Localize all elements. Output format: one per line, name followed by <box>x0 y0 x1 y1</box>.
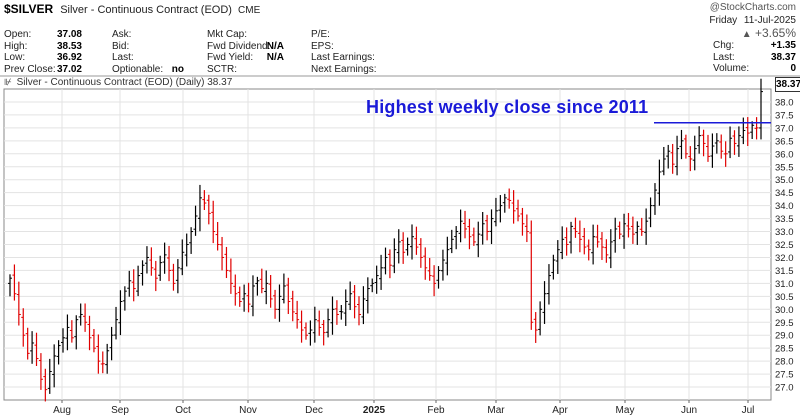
plot-subtitle: ⊮ Silver - Continuous Contract (EOD) (Da… <box>4 77 232 88</box>
col5-label: Volume: <box>713 63 750 74</box>
quote-day: Friday <box>709 15 738 26</box>
quote-date: Friday 11-Jul-2025 <box>709 15 796 26</box>
y-tick-label: 34.5 <box>775 188 794 199</box>
exchange: CME <box>238 5 261 16</box>
col5-value: +1.35 <box>770 40 796 51</box>
col4-label: P/E: <box>311 29 330 40</box>
col2-label: Ask: <box>112 29 132 40</box>
col5-value: 0 <box>790 63 796 74</box>
y-tick-label: 36.5 <box>775 136 794 147</box>
col3-value: N/A <box>266 52 284 63</box>
col3-label: Mkt Cap: <box>207 29 248 40</box>
col5-label: Chg: <box>713 40 735 51</box>
y-tick-label: 34.0 <box>775 201 794 212</box>
x-tick-label: Mar <box>487 405 505 416</box>
y-tick-label: 35.5 <box>775 162 794 173</box>
col3-label: Fwd Dividend: <box>207 40 271 52</box>
y-tick-label: 29.0 <box>775 331 794 342</box>
x-tick-label: Jul <box>742 405 755 416</box>
y-tick-label: 31.0 <box>775 279 794 290</box>
col4-label: EPS: <box>311 40 334 52</box>
annotation-text: Highest weekly close since 2011 <box>366 97 649 117</box>
x-tick-label: Aug <box>53 405 71 416</box>
x-tick-label: Apr <box>552 405 568 416</box>
col3-label: SCTR: <box>207 63 237 75</box>
symbol: $SILVER <box>4 2 54 16</box>
x-tick-label: May <box>616 405 635 416</box>
up-triangle-icon: ▲ <box>741 29 752 40</box>
col2-label: Bid: <box>112 40 130 52</box>
col1-label: Low: <box>4 52 26 63</box>
col2-label: Optionable: <box>112 63 164 75</box>
y-tick-label: 33.0 <box>775 227 794 238</box>
y-tick-label: 27.5 <box>775 370 794 381</box>
col3-label: Fwd Yield: <box>207 52 254 63</box>
col1-label: Open: <box>4 29 32 40</box>
col1-value: 36.92 <box>56 52 82 63</box>
col3-value: N/A <box>266 40 284 52</box>
plot-subtitle-text: Silver - Continuous Contract (EOD) (Dail… <box>16 77 233 88</box>
col1-value: 38.53 <box>56 40 82 52</box>
last-price-label: 38.37 <box>775 77 800 92</box>
change-percent-value: +3.65% <box>754 26 796 40</box>
col5-value: 38.37 <box>770 51 796 63</box>
col5-label: Last: <box>713 51 735 63</box>
y-tick-label: 32.5 <box>775 240 794 251</box>
col1-label: Prev Close: <box>4 63 56 75</box>
x-tick-label: Dec <box>305 405 323 416</box>
col1-label: High: <box>4 40 28 52</box>
y-tick-label: 37.5 <box>775 110 794 121</box>
col2-value: no <box>171 63 184 75</box>
x-tick-label: Jun <box>681 405 697 416</box>
y-tick-label: 27.0 <box>775 383 794 394</box>
x-tick-label: 2025 <box>363 405 386 416</box>
quote-date-value: 11-Jul-2025 <box>743 15 796 26</box>
y-tick-label: 33.5 <box>775 214 794 225</box>
contract-description: Silver - Continuous Contract (EOD) <box>60 4 232 16</box>
col2-label: Last: <box>112 52 134 63</box>
x-tick-label: Sep <box>111 405 129 416</box>
y-tick-label: 31.5 <box>775 266 794 277</box>
y-tick-label: 30.0 <box>775 305 794 316</box>
y-tick-label: 30.5 <box>775 292 794 303</box>
x-tick-label: Oct <box>175 405 191 416</box>
col1-value: 37.08 <box>56 29 82 40</box>
y-tick-label: 32.0 <box>775 253 794 264</box>
y-tick-label: 37.0 <box>775 123 794 134</box>
y-tick-label: 38.0 <box>775 97 794 108</box>
title-row: $SILVER Silver - Continuous Contract (EO… <box>4 2 260 16</box>
col1-value: 37.02 <box>56 63 82 75</box>
y-tick-label: 36.0 <box>775 149 794 160</box>
y-tick-label: 28.0 <box>775 357 794 368</box>
ohlc-glyph-icon: ⊮ <box>4 77 12 87</box>
x-tick-label: Feb <box>427 405 445 416</box>
stockcharts-logo: @StockCharts.com <box>709 2 796 13</box>
quote-header: $SILVER Silver - Continuous Contract (EO… <box>0 0 800 76</box>
y-tick-label: 35.0 <box>775 175 794 186</box>
y-tick-label: 29.5 <box>775 318 794 329</box>
col4-label: Next Earnings: <box>311 63 377 75</box>
x-tick-label: Nov <box>239 405 257 416</box>
y-tick-label: 28.5 <box>775 344 794 355</box>
col4-label: Last Earnings: <box>311 52 375 63</box>
change-percent: ▲ +3.65% <box>742 26 796 40</box>
